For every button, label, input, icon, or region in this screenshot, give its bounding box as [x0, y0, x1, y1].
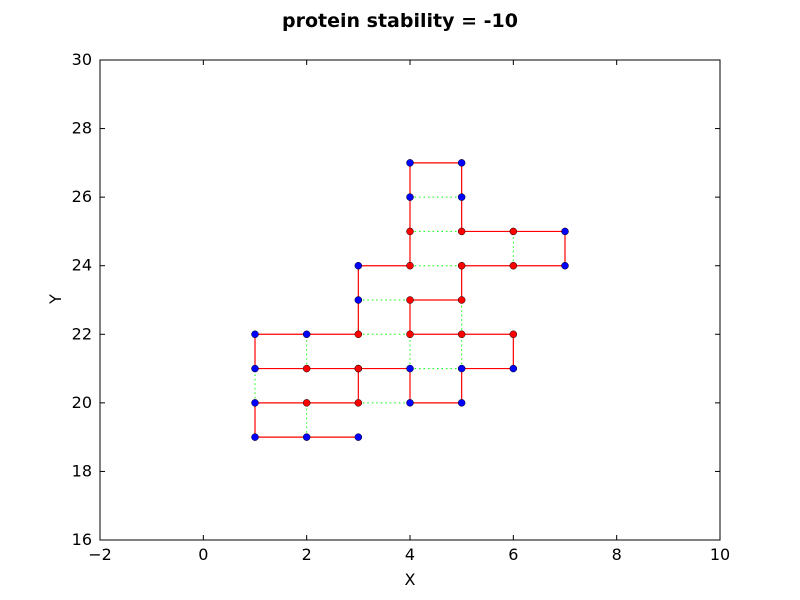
x-axis-label: X: [405, 570, 416, 589]
residue-point-p: [302, 399, 311, 407]
x-tick-label: −2: [88, 545, 112, 564]
y-tick-label: 22: [72, 324, 92, 343]
x-tick-label: 2: [302, 545, 312, 564]
y-tick-label: 18: [72, 461, 92, 480]
chart-title: protein stability = -10: [282, 10, 518, 32]
residue-point-h: [302, 433, 311, 441]
residue-point-h: [457, 399, 466, 407]
x-tick-label: 0: [198, 545, 208, 564]
y-tick-label: 24: [72, 256, 92, 275]
residue-point-p: [457, 330, 466, 339]
y-ticks: 16 18 20 22 24 26 28 30: [72, 50, 720, 549]
residue-point-h: [561, 227, 569, 236]
residue-point-h: [354, 433, 363, 441]
residue-point-h: [457, 159, 466, 167]
residue-point-h: [251, 364, 259, 373]
residue-point-h: [457, 364, 466, 373]
residue-point-h: [302, 330, 311, 339]
residue-point-p: [509, 330, 518, 339]
residue-point-h: [406, 364, 414, 373]
residue-point-h: [354, 296, 363, 304]
x-tick-label: 8: [612, 545, 622, 564]
y-tick-label: 28: [72, 119, 92, 138]
residue-point-h: [406, 399, 414, 407]
x-tick-label: 4: [405, 545, 415, 564]
points: [251, 159, 569, 441]
residue-point-h: [354, 261, 363, 270]
residue-point-p: [457, 227, 466, 236]
residue-point-p: [406, 296, 414, 304]
residue-point-h: [457, 193, 466, 201]
x-ticks: −2 0 2 4 6 8 10: [88, 60, 730, 564]
y-tick-label: 20: [72, 393, 92, 412]
y-tick-label: 16: [72, 530, 92, 549]
residue-point-p: [406, 330, 414, 339]
residue-point-p: [354, 364, 363, 373]
residue-point-h: [406, 159, 414, 167]
residue-point-h: [251, 330, 259, 339]
residue-point-p: [509, 227, 518, 236]
residue-point-p: [406, 227, 414, 236]
residue-point-p: [509, 261, 518, 270]
y-tick-label: 26: [72, 187, 92, 206]
residue-point-p: [354, 399, 363, 407]
residue-point-h: [251, 399, 259, 407]
x-tick-label: 10: [710, 545, 730, 564]
residue-point-p: [302, 364, 311, 373]
y-axis-label: Y: [46, 294, 65, 305]
residue-point-p: [406, 261, 414, 270]
y-tick-label: 30: [72, 50, 92, 69]
residue-point-h: [509, 364, 518, 373]
residue-point-h: [251, 433, 259, 441]
residue-point-p: [457, 296, 466, 304]
residue-point-h: [406, 193, 414, 201]
x-tick-label: 6: [508, 545, 518, 564]
residue-point-p: [354, 330, 363, 339]
residue-point-h: [561, 261, 569, 270]
residue-point-p: [457, 261, 466, 270]
